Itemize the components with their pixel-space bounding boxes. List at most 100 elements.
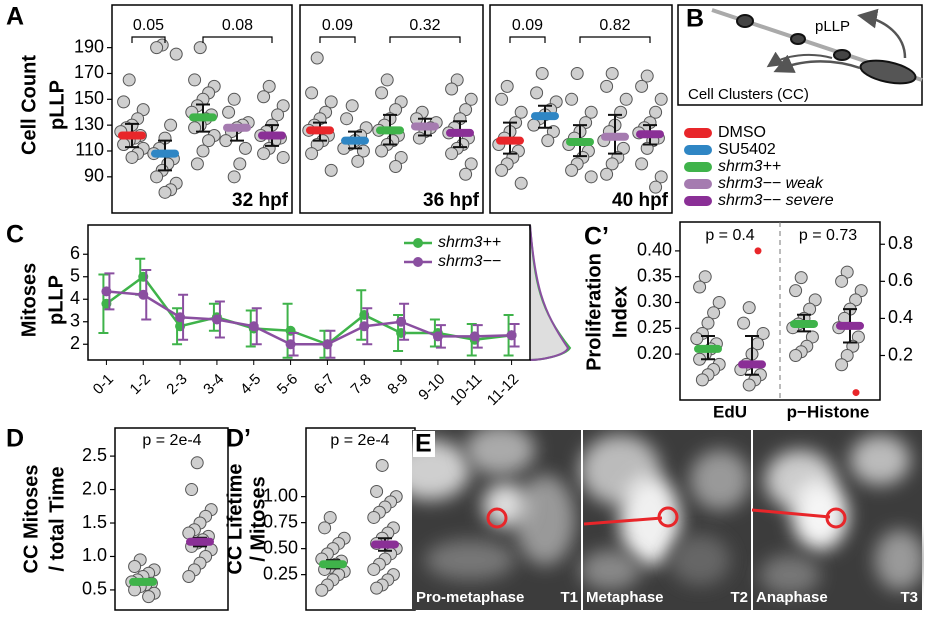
data-point (117, 138, 131, 152)
data-point (584, 105, 598, 119)
data-point (318, 521, 332, 535)
data-point (193, 41, 207, 55)
annotation: 32 hpf (232, 190, 289, 211)
series-marker (248, 321, 259, 332)
legend-label: shrm3−− (438, 253, 501, 270)
y-tick-label: 0.35 (637, 265, 672, 285)
annotation: p = 2e-4 (330, 432, 389, 449)
x-tick-label: 2-3 (163, 371, 190, 398)
data-point (693, 280, 707, 294)
series-marker (396, 316, 407, 327)
mean-bar (258, 131, 286, 140)
frame-label: Pro-metaphase (416, 589, 524, 606)
x-tick-label: 3-4 (200, 371, 227, 398)
data-point (233, 157, 247, 171)
data-point (351, 154, 365, 168)
data-point (345, 99, 359, 113)
y-axis-label: / Mitoses (247, 476, 269, 562)
legend-swatch (684, 196, 712, 206)
image-strip (412, 430, 924, 610)
x-tick-label: 0-1 (90, 371, 117, 398)
data-point (305, 147, 319, 161)
mean-bar (186, 537, 214, 546)
data-point (464, 92, 478, 106)
data-point (315, 583, 329, 597)
panel-letter: B (686, 5, 704, 33)
data-point (238, 141, 252, 155)
data-point (262, 79, 276, 93)
y-tick-label: 0.50 (263, 537, 298, 557)
pllp-shape (859, 59, 917, 85)
legend-swatch (684, 128, 712, 138)
y-tick-label: 0.25 (637, 317, 672, 337)
y-axis-label: CC Mitoses (20, 465, 42, 574)
series-marker (359, 321, 370, 332)
x-tick-label: 1-2 (127, 371, 154, 398)
cell-blob (483, 483, 527, 527)
legend-label: shrm3−− weak (718, 175, 824, 192)
y-tick-label: 4 (70, 288, 80, 308)
legend-marker (413, 257, 423, 267)
panel-frame (489, 4, 673, 214)
mean-bar (341, 136, 369, 145)
y-tick-label: 3 (70, 311, 80, 331)
panel-frame (299, 4, 484, 214)
data-point (712, 295, 726, 309)
comparison-bracket (202, 36, 273, 43)
frame-time: T1 (560, 589, 578, 606)
x-tick-label: 10-11 (447, 371, 485, 409)
y-tick-label: 0.75 (263, 511, 298, 531)
mean-bar (306, 126, 334, 135)
outlier-point (852, 389, 860, 397)
data-point (222, 105, 236, 119)
data-point (794, 271, 808, 285)
data-point (737, 316, 751, 330)
panel-letter: C (6, 221, 24, 249)
x-tick-label: 9-10 (415, 371, 448, 404)
panel-letter: D (6, 425, 24, 453)
data-point (125, 150, 139, 164)
y-tick-label: 2.0 (82, 478, 107, 498)
mean-bar (790, 319, 818, 328)
x-tick-label: 6-7 (311, 371, 338, 398)
data-point (367, 562, 381, 576)
series-marker (101, 286, 112, 297)
y-tick-label: 150 (74, 88, 104, 108)
mean-bar (601, 132, 629, 141)
cell-cluster (736, 14, 754, 28)
data-point (188, 73, 202, 87)
data-point (271, 108, 285, 122)
y-tick-label: 90 (84, 166, 104, 186)
data-point (500, 79, 514, 93)
data-point (375, 144, 389, 158)
data-point (324, 95, 338, 109)
x-tick-label: 8-9 (384, 371, 411, 398)
cell-blob (850, 435, 910, 485)
legend-swatch (684, 179, 712, 189)
data-point (495, 163, 509, 177)
data-point (227, 170, 241, 184)
data-point (375, 86, 389, 100)
series-marker (285, 339, 296, 350)
legend-label: SU5402 (718, 141, 776, 158)
cell-blob (690, 450, 750, 510)
data-point (635, 79, 649, 93)
data-point (459, 167, 473, 181)
mean-bar (636, 130, 664, 139)
spindle-marker (825, 507, 847, 529)
frame-label: Metaphase (586, 589, 664, 606)
p-value: 0.32 (409, 17, 440, 34)
data-point (698, 270, 712, 284)
data-point (701, 316, 715, 330)
data-point (835, 358, 849, 372)
data-point (635, 157, 649, 171)
cell-blob (425, 540, 515, 580)
y-axis-label: Proliferation (583, 253, 605, 371)
data-point (375, 458, 389, 472)
data-point (570, 66, 584, 80)
data-point (600, 79, 614, 93)
data-point (169, 47, 183, 61)
data-point (310, 51, 324, 65)
cell-blob (670, 535, 730, 585)
data-point (530, 86, 544, 100)
